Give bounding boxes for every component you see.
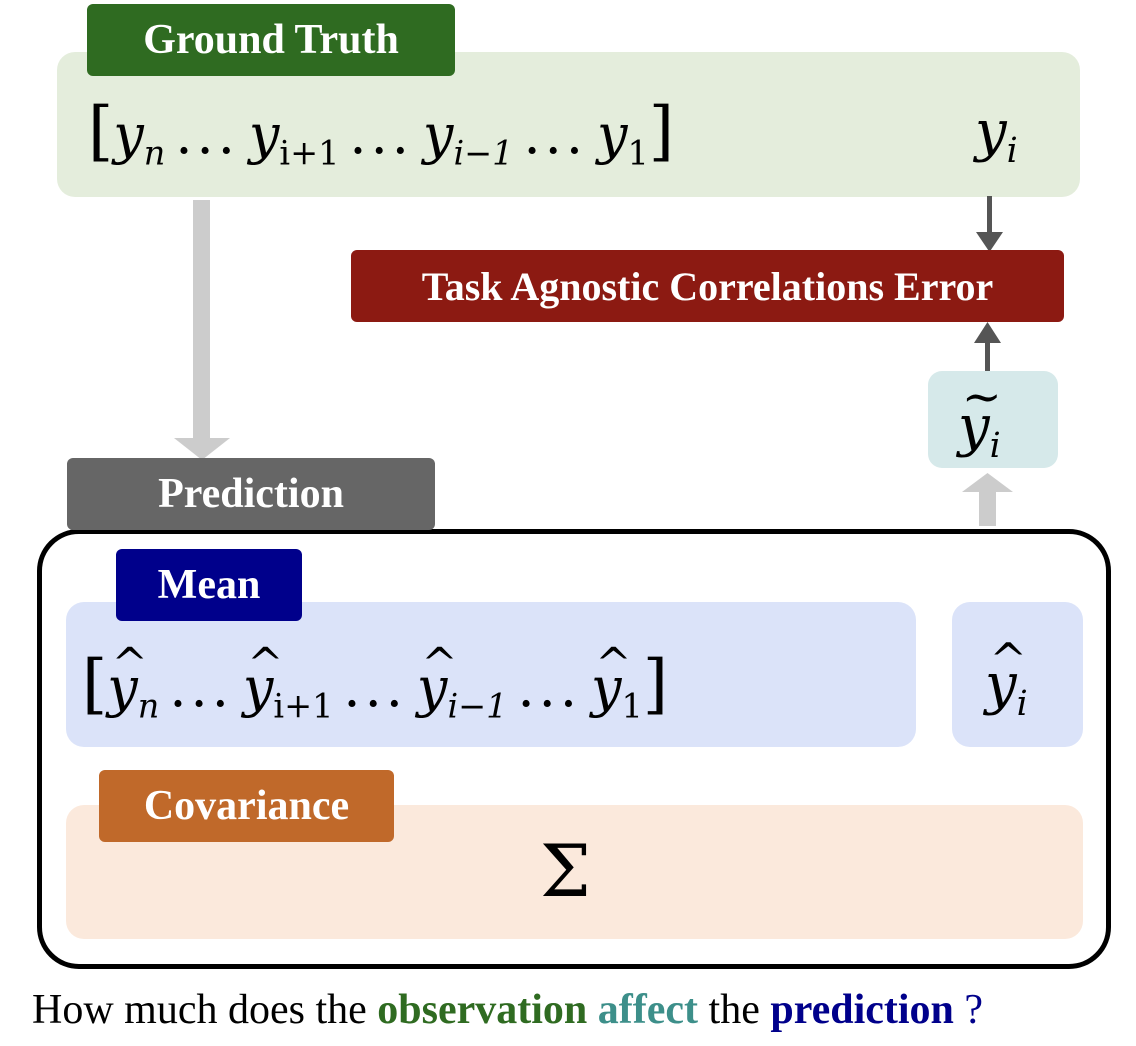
left-bracket: [ (82, 647, 108, 722)
ellipsis: ... (343, 656, 407, 719)
ellipsis: ... (169, 656, 233, 719)
caption-prefix: How much does the (32, 987, 367, 1033)
mean-yhat-i: yi (985, 645, 1028, 725)
ground-truth-sequence: [yn... yi+1... yi−1... y1] (88, 92, 674, 172)
ellipsis: ... (349, 103, 413, 166)
tilde-yi: yi (958, 392, 1001, 464)
caption-affect: affect (597, 987, 699, 1033)
yhat-i-minus-1: yi−1 (417, 656, 508, 723)
caption-prediction: prediction (770, 987, 954, 1033)
caption-question-mark: ? (964, 987, 984, 1033)
y-1: y1 (596, 103, 649, 173)
right-bracket: ] (648, 94, 675, 169)
yhat-n: yn (107, 656, 159, 723)
yhat-1: y1 (591, 656, 643, 723)
prediction-to-tilde-arrow (962, 473, 1013, 526)
y-i-plus-1: yi+1 (248, 103, 340, 173)
caption: How much does the observation affect the… (32, 985, 983, 1035)
caption-the: the (708, 987, 760, 1033)
caption-observation: observation (377, 987, 588, 1033)
covariance-label: Covariance (99, 770, 394, 842)
ellipsis: ... (517, 656, 581, 719)
yi-to-error-arrow (976, 196, 1003, 252)
y-i-minus-1: yi−1 (422, 103, 514, 173)
right-bracket: ] (642, 647, 669, 722)
tilde-to-error-arrow (974, 322, 1001, 372)
mean-sequence: [yn...yi+1...yi−1...y1] (82, 645, 668, 725)
ground-truth-box (57, 52, 1080, 197)
gt-to-prediction-arrow (174, 200, 230, 460)
ellipsis: ... (523, 103, 587, 166)
y-n: yn (113, 103, 166, 173)
ground-truth-yi: yi (975, 99, 1018, 172)
error-label: Task Agnostic Correlations Error (351, 250, 1064, 322)
ground-truth-label: Ground Truth (87, 4, 455, 76)
left-bracket: [ (88, 94, 114, 169)
mean-box (66, 602, 916, 747)
mean-label: Mean (116, 549, 302, 621)
sigma-symbol: Σ (540, 829, 591, 913)
yhat-i-plus-1: yi+1 (243, 656, 334, 723)
ellipsis: ... (175, 103, 239, 166)
prediction-label: Prediction (67, 458, 435, 530)
